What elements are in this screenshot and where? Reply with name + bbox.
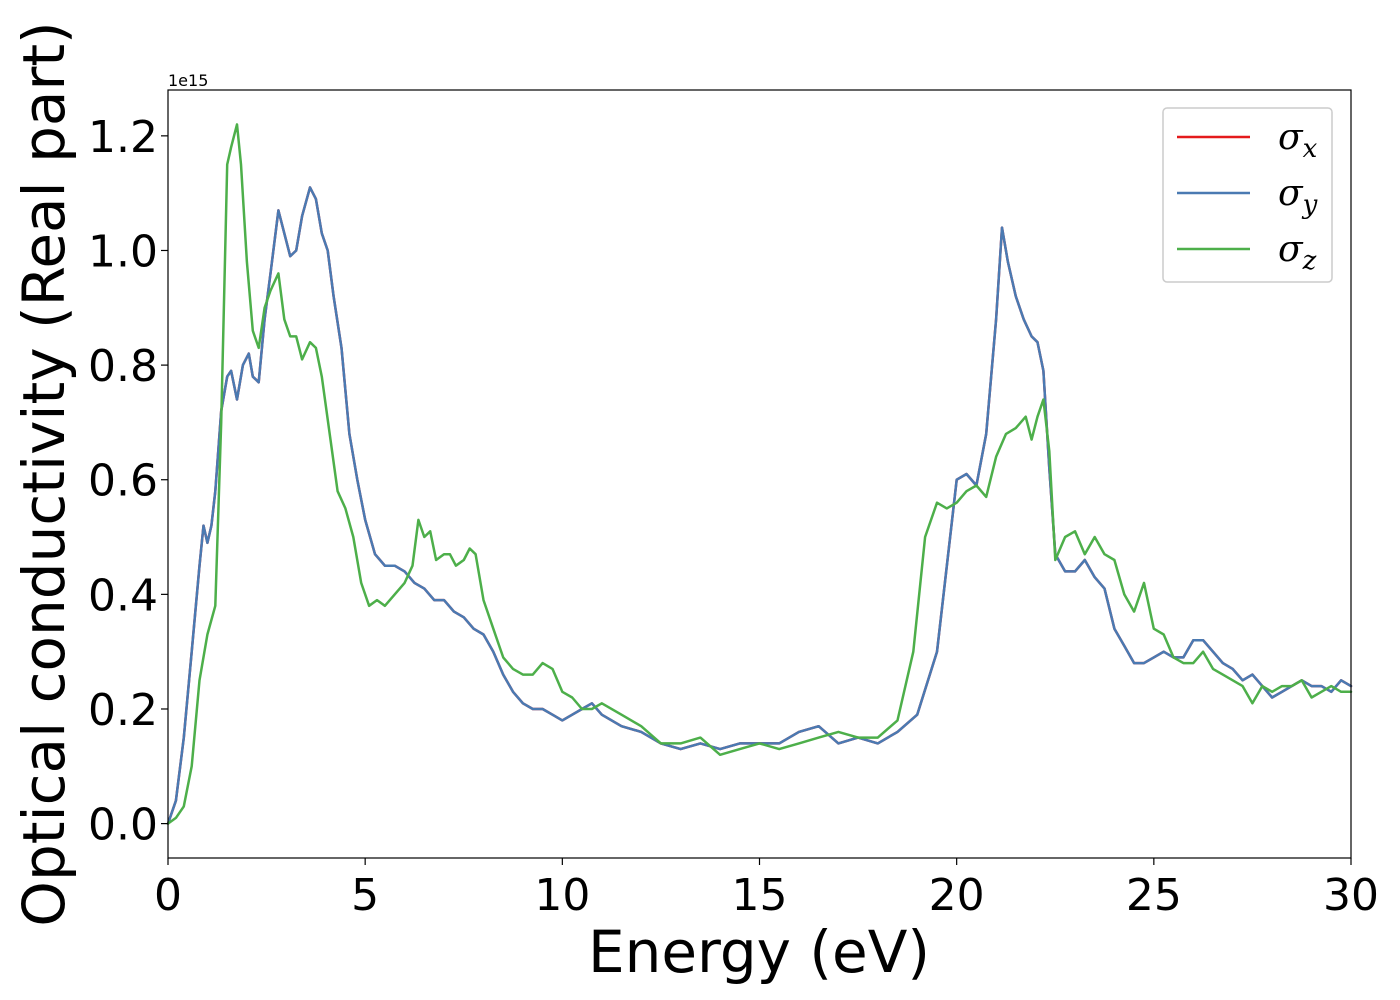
legend-box (1162, 107, 1333, 283)
x-tick-label: 20 (929, 870, 985, 921)
series-line-y (166, 186, 1353, 825)
x-tick-label: 0 (154, 870, 182, 921)
legend-items: σx σy σz (1177, 117, 1318, 276)
y-scale-offset-label: 1e15 (168, 71, 208, 90)
y-tick-label: 0.0 (88, 800, 158, 851)
x-tick-label: 25 (1126, 870, 1182, 921)
y-axis-label: Optical conductivity (Real part) (10, 21, 78, 926)
x-tick-label: 15 (732, 870, 788, 921)
x-tick-label: 30 (1323, 870, 1379, 921)
y-tick-label: 0.4 (88, 570, 158, 621)
y-tick-label: 1.0 (88, 226, 158, 277)
y-tick-label: 0.8 (88, 341, 158, 392)
x-tick-label: 10 (534, 870, 590, 921)
x-tick-label: 5 (351, 870, 379, 921)
legend: σx σy σz (1162, 107, 1333, 283)
y-tick-label: 0.2 (88, 685, 158, 736)
legend-label-x: σx (1278, 117, 1318, 164)
ticks-layer: 0 5 10 15 20 25 30 0.0 0.2 0.4 0.6 0.8 1.0 1.2 (88, 112, 1379, 921)
y-tick-label: 1.2 (88, 112, 158, 163)
x-axis-label: Energy (eV) (588, 918, 930, 986)
series-layer (166, 123, 1353, 825)
legend-label-z: σz (1278, 229, 1317, 276)
legend-label-y: σy (1278, 173, 1318, 220)
series-line-z (166, 123, 1353, 825)
y-tick-label: 0.6 (88, 456, 158, 507)
plot-frame (167, 89, 1352, 859)
